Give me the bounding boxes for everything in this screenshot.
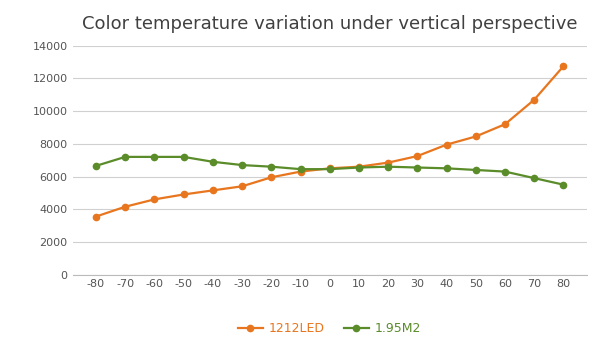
1212LED bbox=[209, 188, 217, 193]
1212LED bbox=[560, 64, 567, 68]
1.95M2 bbox=[560, 183, 567, 187]
1212LED bbox=[502, 122, 509, 126]
1212LED bbox=[297, 169, 304, 174]
Line: 1.95M2: 1.95M2 bbox=[93, 154, 567, 188]
1212LED bbox=[326, 166, 333, 170]
1.95M2 bbox=[122, 155, 129, 159]
1.95M2 bbox=[443, 166, 450, 170]
Legend: 1212LED, 1.95M2: 1212LED, 1.95M2 bbox=[233, 318, 427, 340]
1212LED bbox=[180, 192, 188, 196]
1212LED bbox=[443, 143, 450, 147]
1.95M2 bbox=[472, 168, 479, 172]
Title: Color temperature variation under vertical perspective: Color temperature variation under vertic… bbox=[82, 15, 578, 33]
1.95M2 bbox=[414, 165, 421, 170]
1.95M2 bbox=[238, 163, 246, 167]
1.95M2 bbox=[531, 176, 538, 180]
Line: 1212LED: 1212LED bbox=[93, 63, 567, 220]
1212LED bbox=[531, 98, 538, 102]
1.95M2 bbox=[93, 164, 100, 168]
1.95M2 bbox=[326, 167, 333, 171]
1212LED bbox=[355, 165, 362, 169]
1.95M2 bbox=[151, 155, 158, 159]
1.95M2 bbox=[209, 160, 217, 164]
1.95M2 bbox=[502, 169, 509, 174]
1212LED bbox=[385, 161, 392, 165]
1212LED bbox=[267, 175, 275, 180]
1.95M2 bbox=[297, 167, 304, 171]
1212LED bbox=[151, 197, 158, 201]
1212LED bbox=[472, 134, 479, 139]
1.95M2 bbox=[180, 155, 188, 159]
1212LED bbox=[414, 154, 421, 158]
1212LED bbox=[93, 214, 100, 219]
1212LED bbox=[238, 184, 246, 188]
1212LED bbox=[122, 205, 129, 209]
1.95M2 bbox=[267, 165, 275, 169]
1.95M2 bbox=[355, 165, 362, 170]
1.95M2 bbox=[385, 165, 392, 169]
